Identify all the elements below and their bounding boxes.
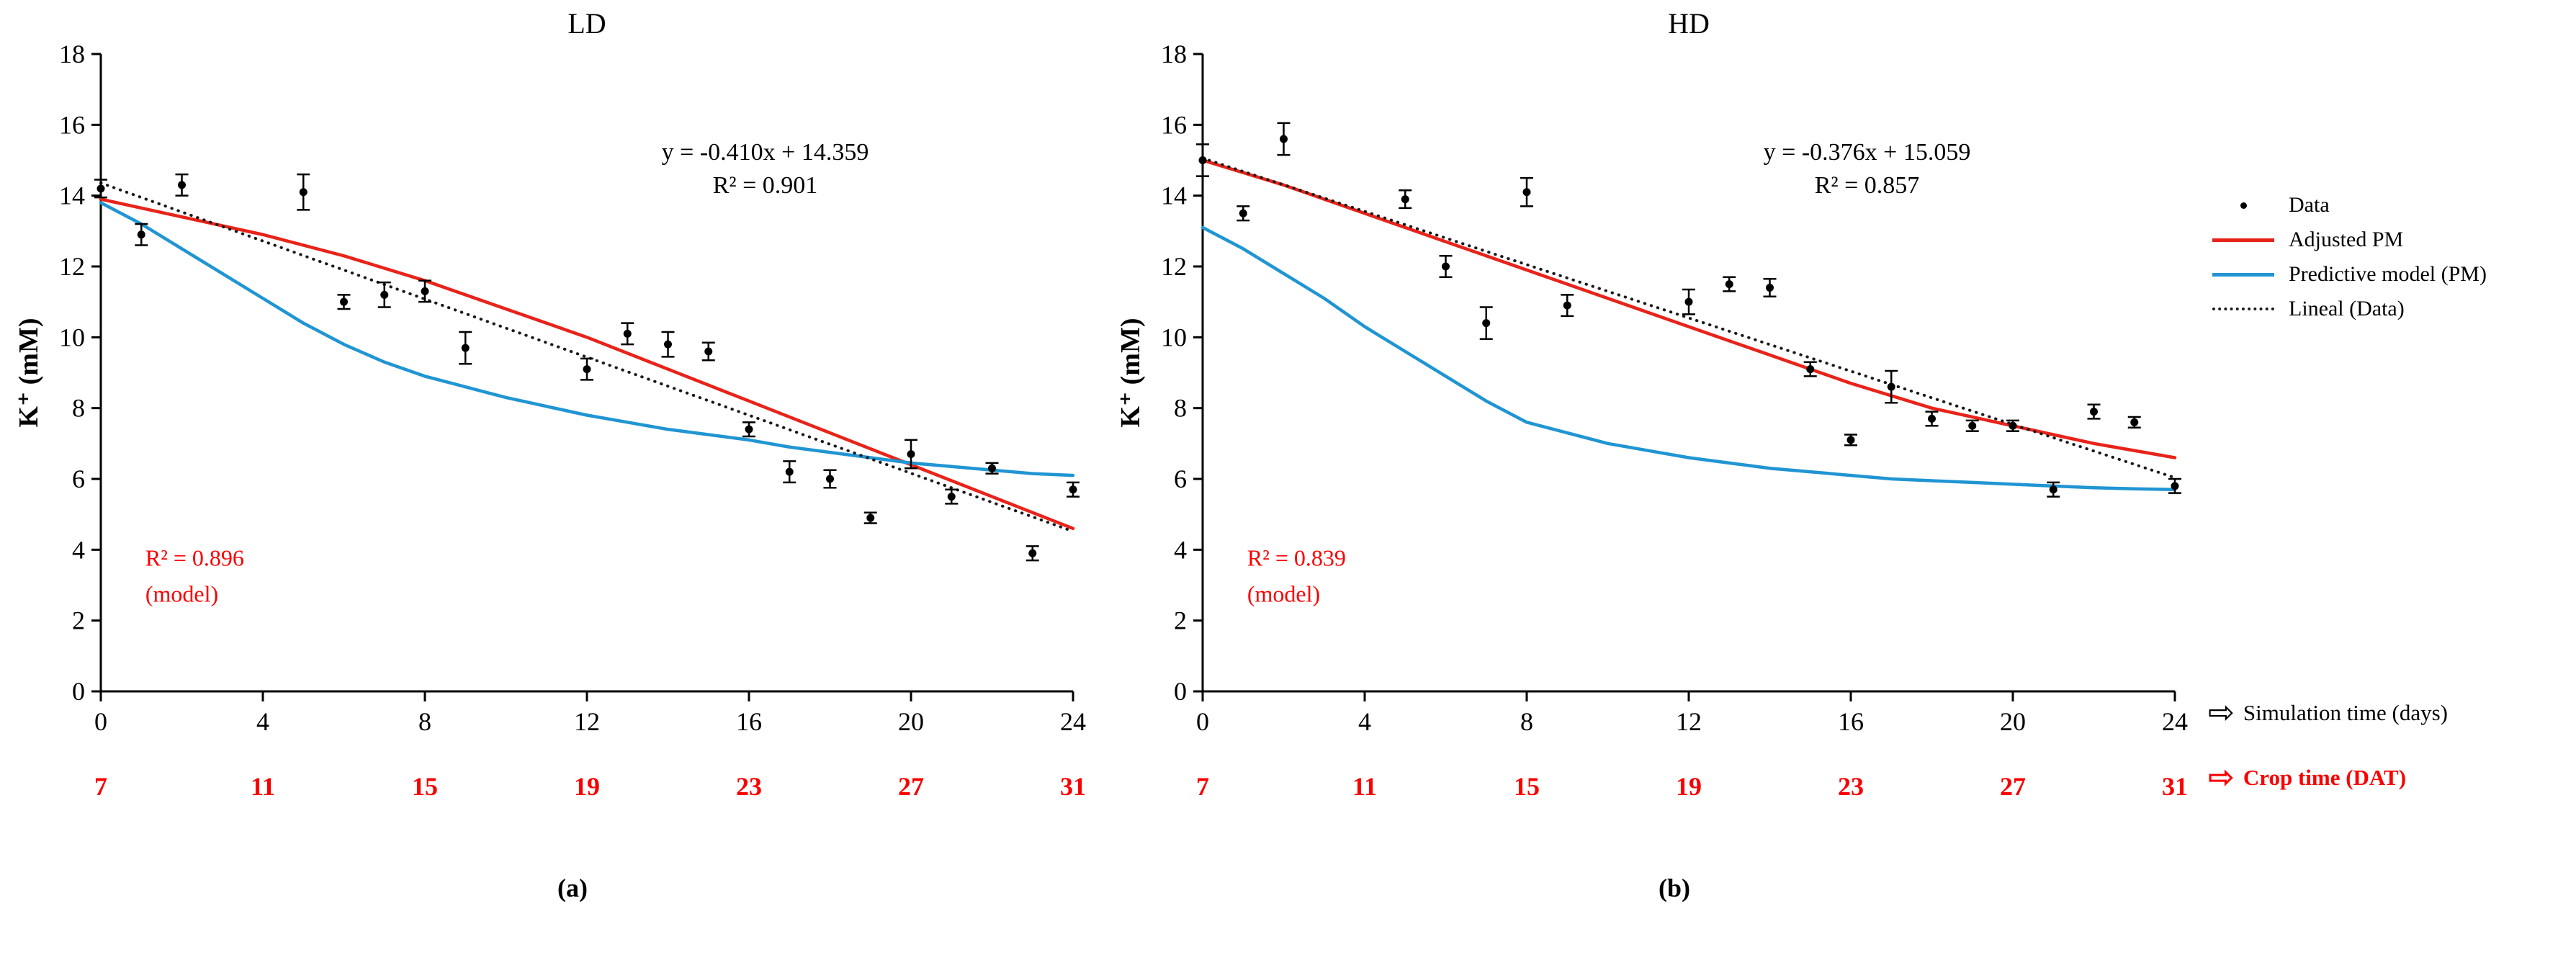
svg-text:4: 4 (1358, 707, 1371, 736)
legend-label-data: Data (2289, 193, 2330, 217)
panel-a: 0 2 4 6 8 10 12 14 16 18 0 7 4 11 8 15 12 19 16 23 20 27 24 31 K… (0, 0, 1102, 903)
simulation-time-axis-label: ⇨ Simulation time (days) (2208, 694, 2449, 731)
dotted-line-icon (2212, 308, 2274, 310)
legend-label-adjusted-pm: Adjusted PM (2289, 228, 2404, 251)
panel-label-a: (a) (557, 874, 588, 902)
svg-text:y = -0.410x + 14.359: y = -0.410x + 14.359 (662, 139, 869, 166)
svg-text:LD: LD (567, 7, 606, 40)
svg-text:8: 8 (72, 394, 85, 423)
svg-text:16: 16 (736, 707, 762, 736)
svg-text:23: 23 (1838, 772, 1864, 801)
svg-text:6: 6 (72, 465, 85, 493)
svg-text:12: 12 (1676, 707, 1702, 736)
svg-text:16: 16 (1838, 707, 1864, 736)
svg-text:R² = 0.901: R² = 0.901 (713, 172, 818, 199)
svg-text:20: 20 (898, 707, 924, 736)
svg-text:R² = 0.839: R² = 0.839 (1247, 544, 1346, 570)
svg-text:R² = 0.857: R² = 0.857 (1815, 172, 1920, 199)
svg-text:27: 27 (2000, 772, 2026, 801)
svg-text:(model): (model) (1247, 580, 1320, 606)
legend-item-predictive-model: Predictive model (PM) (2212, 262, 2487, 287)
svg-text:K⁺ (mM): K⁺ (mM) (14, 318, 44, 428)
legend-item-data: Data (2212, 193, 2330, 217)
chart-ld: 024681012141618074118151219162320272431K… (14, 7, 1086, 801)
svg-text:20: 20 (2000, 707, 2026, 736)
chart-hd: 024681012141618074118151219162320272431K… (1116, 7, 2188, 801)
svg-text:31: 31 (2162, 772, 2188, 801)
panel-b: 0 2 4 6 8 10 12 14 16 18 0 7 4 11 8 15 12 19 16 23 20 27 24 31 K… (1102, 0, 2204, 903)
red-line-icon (2212, 238, 2274, 242)
svg-text:2: 2 (72, 606, 85, 635)
svg-text:0: 0 (1196, 707, 1209, 736)
svg-text:10: 10 (59, 323, 85, 351)
svg-text:8: 8 (418, 707, 431, 736)
svg-text:y = -0.376x + 15.059: y = -0.376x + 15.059 (1764, 139, 1971, 166)
legend-item-lineal-data: Lineal (Data) (2212, 297, 2405, 321)
svg-text:18: 18 (59, 40, 85, 68)
svg-text:24: 24 (2162, 707, 2188, 736)
svg-text:12: 12 (1161, 252, 1187, 281)
svg-text:10: 10 (1161, 323, 1187, 351)
simulation-time-text: Simulation time (days) (2243, 700, 2449, 725)
svg-text:15: 15 (412, 772, 438, 801)
svg-text:19: 19 (1676, 772, 1702, 801)
svg-text:16: 16 (59, 110, 85, 139)
svg-text:4: 4 (72, 535, 85, 564)
svg-text:0: 0 (1174, 677, 1187, 706)
svg-text:23: 23 (736, 772, 762, 801)
svg-text:15: 15 (1514, 772, 1540, 801)
svg-text:14: 14 (59, 181, 85, 210)
legend: Data Adjusted PM Predictive model (PM) L… (2204, 0, 2564, 907)
svg-text:12: 12 (574, 707, 600, 736)
svg-text:4: 4 (256, 707, 269, 736)
svg-text:27: 27 (898, 772, 924, 801)
right-arrow-icon: ⇨ (2208, 694, 2235, 731)
svg-text:11: 11 (1352, 772, 1377, 801)
svg-text:31: 31 (1060, 772, 1086, 801)
crop-time-axis-label: ⇨ Crop time (DAT) (2208, 759, 2407, 796)
svg-text:K⁺ (mM): K⁺ (mM) (1116, 318, 1146, 428)
svg-text:4: 4 (1174, 535, 1187, 564)
right-arrow-red-icon: ⇨ (2208, 759, 2235, 796)
crop-time-text: Crop time (DAT) (2243, 765, 2407, 790)
panel-label-b: (b) (1659, 874, 1690, 902)
svg-text:19: 19 (574, 772, 600, 801)
svg-text:2: 2 (1174, 606, 1187, 635)
svg-text:0: 0 (94, 707, 107, 736)
data-dot-icon (2212, 202, 2274, 209)
svg-text:7: 7 (94, 772, 107, 801)
svg-text:18: 18 (1161, 40, 1187, 68)
svg-text:(model): (model) (145, 580, 218, 606)
svg-text:R² = 0.896: R² = 0.896 (145, 544, 244, 570)
svg-text:6: 6 (1174, 465, 1187, 493)
svg-text:11: 11 (251, 772, 275, 801)
svg-text:24: 24 (1060, 707, 1086, 736)
svg-text:0: 0 (72, 677, 85, 706)
legend-label-predictive-model: Predictive model (PM) (2289, 262, 2487, 286)
svg-text:8: 8 (1174, 394, 1187, 423)
svg-text:HD: HD (1668, 7, 1710, 40)
legend-item-adjusted-pm: Adjusted PM (2212, 228, 2403, 252)
svg-text:14: 14 (1161, 181, 1187, 210)
blue-line-icon (2212, 272, 2274, 277)
svg-text:7: 7 (1196, 772, 1209, 801)
svg-text:12: 12 (59, 252, 85, 281)
svg-text:8: 8 (1520, 707, 1533, 736)
svg-text:16: 16 (1161, 110, 1187, 139)
legend-label-lineal-data: Lineal (Data) (2289, 297, 2405, 320)
